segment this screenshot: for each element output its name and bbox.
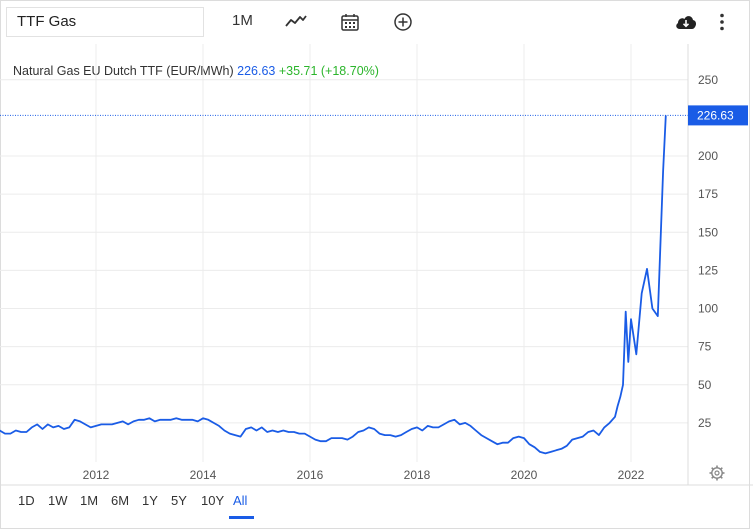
grid-lines — [0, 44, 753, 486]
range-button-6m[interactable]: 6M — [111, 493, 130, 508]
chart-settings-icon[interactable] — [709, 465, 725, 481]
toolbar: 1M — [0, 0, 753, 44]
range-button-1m[interactable]: 1M — [80, 493, 99, 508]
y-tick-label: 50 — [698, 378, 712, 392]
y-tick-label: 25 — [698, 416, 712, 430]
x-tick-label: 2022 — [618, 468, 645, 482]
calendar-icon[interactable] — [340, 12, 360, 37]
series-name: Natural Gas EU Dutch TTF (EUR/MWh) — [13, 64, 234, 78]
series-line — [0, 115, 667, 455]
active-range-underline — [229, 516, 254, 519]
x-tick-label: 2012 — [83, 468, 110, 482]
range-button-5y[interactable]: 5Y — [171, 493, 187, 508]
y-tick-label: 175 — [698, 187, 718, 201]
y-tick-label: 200 — [698, 149, 718, 163]
x-tick-label: 2020 — [511, 468, 538, 482]
series-price: 226.63 — [237, 64, 276, 78]
x-tick-label: 2014 — [190, 468, 217, 482]
y-axis: 25 50 75 100 125 150 175 200 250 — [698, 73, 718, 430]
cloud-download-icon[interactable] — [675, 14, 697, 35]
x-tick-label: 2016 — [297, 468, 324, 482]
series-change: +35.71 (+18.70%) — [278, 64, 379, 78]
line-chart-icon[interactable] — [285, 14, 307, 33]
range-button-all[interactable]: All — [233, 493, 248, 508]
more-vertical-icon[interactable] — [719, 13, 725, 36]
range-button-1y[interactable]: 1Y — [142, 493, 158, 508]
y-tick-label: 250 — [698, 73, 718, 87]
plus-circle-icon[interactable] — [393, 12, 413, 37]
y-tick-label: 100 — [698, 302, 718, 316]
y-tick-label: 125 — [698, 263, 718, 277]
last-price-label: 226.63 — [697, 108, 734, 122]
interval-button[interactable]: 1M — [232, 12, 253, 29]
x-tick-label: 2018 — [404, 468, 431, 482]
range-button-1d[interactable]: 1D — [18, 493, 35, 508]
y-tick-label: 75 — [698, 340, 712, 354]
search-input[interactable] — [6, 7, 204, 37]
chart-legend: Natural Gas EU Dutch TTF (EUR/MWh) 226.6… — [13, 64, 379, 78]
range-button-1w[interactable]: 1W — [48, 493, 68, 508]
x-axis: 2012 2014 2016 2018 2020 2022 — [83, 468, 645, 482]
range-button-10y[interactable]: 10Y — [201, 493, 225, 508]
last-price-tag — [688, 105, 748, 126]
y-tick-label: 150 — [698, 225, 718, 239]
